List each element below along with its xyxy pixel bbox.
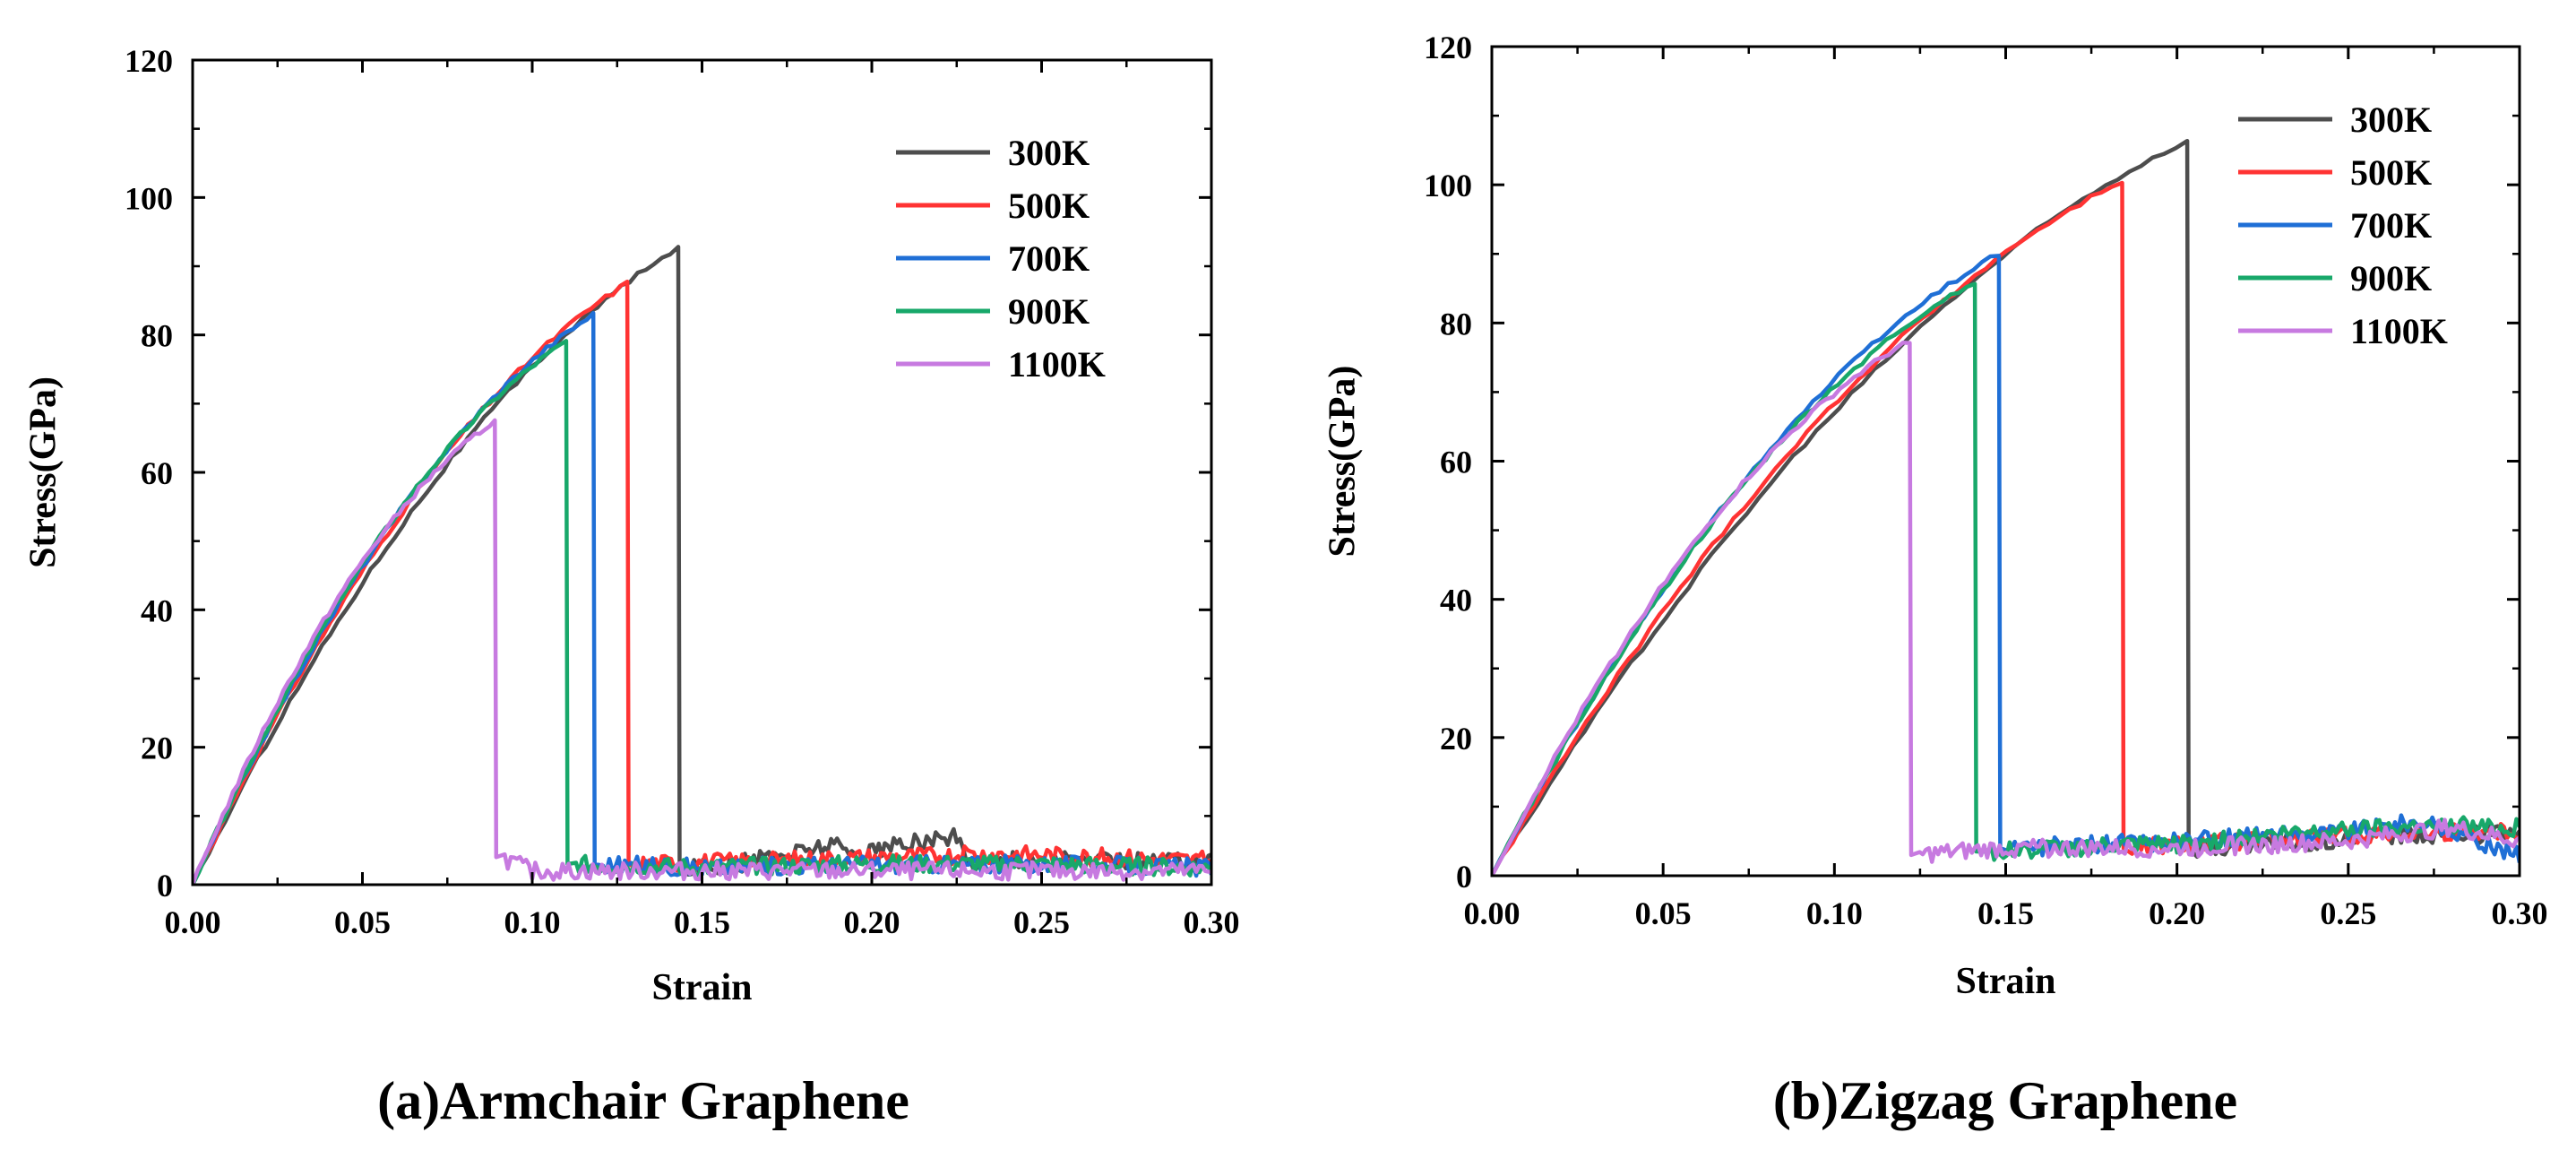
- legend-label-1100k: 1100K: [2350, 311, 2448, 351]
- series-line-900k: [1492, 281, 2520, 876]
- legend-label-300k: 300K: [2350, 99, 2432, 140]
- legend-label-700k: 700K: [2350, 205, 2432, 246]
- series-line-300k: [193, 245, 1211, 885]
- legend-label-1100k: 1100K: [1008, 344, 1106, 385]
- x-tick-label: 0.05: [334, 904, 391, 940]
- chart-zigzag: 0.00 0.05 0.10 0.15 0.20 0.25 0.30 0 20 40 60 80 100…: [1322, 30, 2548, 1130]
- series-line-1100k: [193, 418, 1211, 885]
- x-tick-label: 0.05: [1635, 895, 1692, 931]
- y-tick-label: 80: [141, 318, 173, 354]
- y-tick-label: 100: [125, 180, 173, 216]
- legend-label-900k: 900K: [1008, 291, 1090, 332]
- series-group: [193, 245, 1211, 885]
- x-tick-label: 0.25: [2320, 895, 2376, 931]
- series-line-1100k: [1492, 341, 2520, 876]
- y-tick-label: 120: [125, 43, 173, 79]
- y-axis-label: Stress(GPa): [1322, 366, 1364, 558]
- x-axis-label: Strain: [651, 967, 752, 1008]
- chart-armchair: 0.00 0.05 0.10 0.15 0.20 0.25 0.30 0 20 40 60 80 100…: [23, 43, 1240, 1130]
- x-tick-label: 0.25: [1013, 904, 1070, 940]
- x-tick-label: 0.00: [165, 904, 221, 940]
- x-tick-label: 0.15: [674, 904, 730, 940]
- y-tick-label: 20: [141, 731, 173, 766]
- y-tick-label: 0: [157, 868, 173, 904]
- x-tick-label: 0.30: [2492, 895, 2548, 931]
- y-tick-label: 80: [1440, 306, 1472, 342]
- series-group: [1492, 138, 2520, 876]
- y-tick-label: 100: [1424, 168, 1472, 203]
- y-tick-label: 0: [1456, 859, 1472, 895]
- legend-label-500k: 500K: [2350, 152, 2432, 193]
- y-tick-label: 40: [1440, 583, 1472, 618]
- y-tick-label: 120: [1424, 30, 1472, 65]
- x-tick-label: 0.00: [1464, 895, 1521, 931]
- legend-label-300k: 300K: [1008, 133, 1090, 173]
- x-axis-label: Strain: [1955, 961, 2055, 1002]
- plot-frame: [191, 58, 1213, 886]
- x-tick-label: 0.30: [1184, 904, 1240, 940]
- x-tick-label: 0.20: [2149, 895, 2205, 931]
- x-tick-label: 0.10: [504, 904, 561, 940]
- x-tick-label: 0.20: [844, 904, 900, 940]
- y-tick-label: 60: [1440, 445, 1472, 480]
- legend-label-900k: 900K: [2350, 258, 2432, 298]
- chart-caption: (a)Armchair Graphene: [377, 1071, 909, 1130]
- chart-caption: (b)Zigzag Graphene: [1773, 1071, 2237, 1130]
- legend-label-500k: 500K: [1008, 186, 1090, 226]
- y-axis-label: Stress(GPa): [23, 376, 65, 568]
- legend-label-700k: 700K: [1008, 238, 1090, 279]
- y-tick-label: 20: [1440, 721, 1472, 757]
- y-tick-label: 40: [141, 592, 173, 628]
- y-tick-label: 60: [141, 455, 173, 491]
- x-tick-label: 0.10: [1806, 895, 1863, 931]
- x-tick-label: 0.15: [1977, 895, 2034, 931]
